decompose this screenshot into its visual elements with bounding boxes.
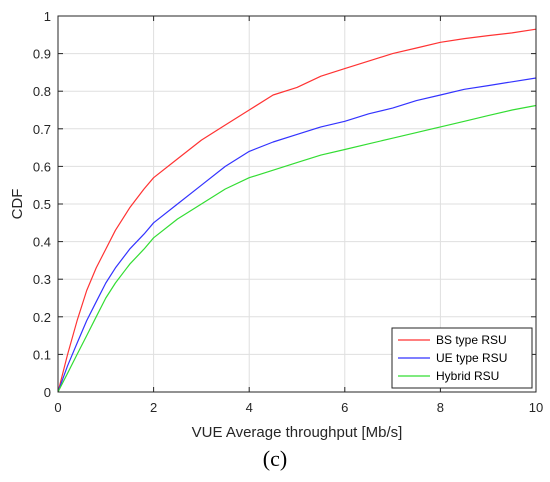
cdf-chart: 0 2 4 6 8 10 0 0.1 0.2 0.3 0.4 0.5 0.6 0.7 0.8 0.9 1 VU… [9, 9, 543, 441]
y-tick-label: 0.5 [33, 197, 51, 212]
series-line-bs-type-rsu [57, 28, 537, 393]
legend: BS type RSU UE type RSU Hybrid RSU [391, 327, 533, 389]
y-axis-label: CDF [9, 189, 26, 220]
x-tick-label: 10 [529, 400, 543, 415]
y-tick-label: 0.3 [33, 272, 51, 287]
y-tick-label: 1 [44, 9, 51, 24]
y-tick-label: 0.6 [33, 159, 51, 174]
x-tick-label: 4 [246, 400, 253, 415]
series-line-hybrid-rsu [57, 104, 537, 393]
series-line-ue-type-rsu [57, 77, 537, 393]
legend-label: BS type RSU [436, 333, 507, 347]
panel-label: (c) [262, 446, 288, 471]
x-tick-label: 8 [437, 400, 444, 415]
y-tick-label: 0.8 [33, 84, 51, 99]
y-tick-label: 0.1 [33, 347, 51, 362]
ticks [57, 15, 537, 393]
grid-lines [57, 15, 537, 393]
y-tick-label: 0.9 [33, 47, 51, 62]
x-tick-label: 0 [54, 400, 61, 415]
x-axis-label: VUE Average throughput [Mb/s] [192, 424, 403, 441]
y-tick-label: 0.4 [33, 235, 51, 250]
y-tick-label: 0.2 [33, 310, 51, 325]
series-layer [57, 28, 537, 393]
x-tick-labels: 0 2 4 6 8 10 [54, 400, 543, 415]
legend-label: UE type RSU [436, 351, 507, 365]
y-tick-label: 0.7 [33, 122, 51, 137]
x-tick-label: 2 [150, 400, 157, 415]
x-tick-label: 6 [341, 400, 348, 415]
legend-label: Hybrid RSU [436, 369, 499, 383]
y-tick-label: 0 [44, 385, 51, 400]
y-tick-labels: 0 0.1 0.2 0.3 0.4 0.5 0.6 0.7 0.8 0.9 1 [33, 9, 51, 400]
